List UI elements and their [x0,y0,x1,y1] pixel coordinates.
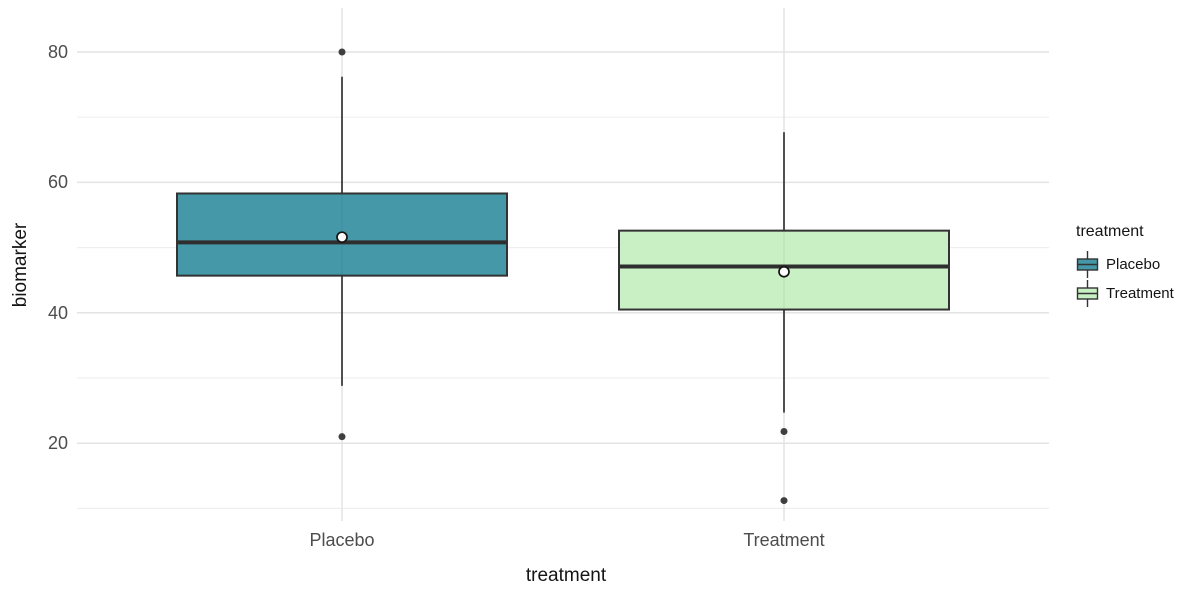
x-axis-title: treatment [525,565,607,586]
boxplot-key-icon [1076,280,1099,307]
legend-label-treatment: Treatment [1106,285,1174,302]
legend-entry-treatment[interactable]: Treatment [1076,279,1174,308]
x-tick-label-placebo: Placebo [309,530,375,550]
legend-label-placebo: Placebo [1106,256,1161,273]
mean-point-placebo [336,231,348,244]
x-tick-label-treatment: Treatment [743,530,825,550]
y-tick-label-80: 80 [47,42,68,62]
mean-point-treatment [778,265,790,278]
y-tick-label-60: 60 [47,172,68,193]
outlier-point-placebo-1 [338,433,346,441]
outlier-point-placebo-0 [338,48,346,56]
y-tick-label-40: 40 [47,302,68,323]
boxplot-key-icon [1076,251,1099,278]
outlier-point-treatment-1 [780,497,788,505]
y-axis-title: biomarker [10,222,31,308]
legend-title: treatment [1076,223,1144,240]
outlier-point-treatment-0 [780,427,788,435]
y-tick-label-20: 20 [47,433,68,454]
legend-entry-placebo[interactable]: Placebo [1076,250,1174,279]
legend: treatment Placebo Treatment [1076,223,1174,308]
